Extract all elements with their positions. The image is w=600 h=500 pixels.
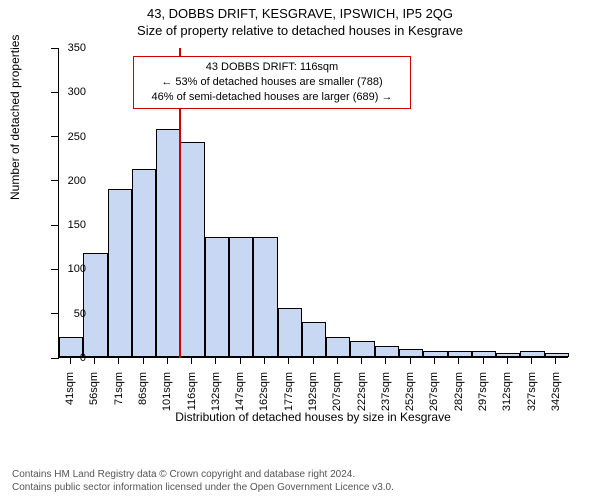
x-tick <box>531 358 532 364</box>
x-tick-label: 41sqm <box>64 372 76 422</box>
bar <box>108 189 132 357</box>
x-tick <box>215 358 216 364</box>
x-tick-label: 267sqm <box>428 372 440 422</box>
x-tick <box>361 358 362 364</box>
info-line-2: ← 53% of detached houses are smaller (78… <box>140 75 404 90</box>
bar <box>326 337 350 357</box>
x-tick <box>434 358 435 364</box>
plot-wrap: 43 DOBBS DRIFT: 116sqm← 53% of detached … <box>58 48 568 400</box>
x-tick <box>167 358 168 364</box>
y-axis-label: Number of detached properties <box>8 35 22 200</box>
bar <box>180 142 204 357</box>
x-tick-label: 71sqm <box>113 372 125 422</box>
bar <box>278 308 302 357</box>
bar <box>132 169 156 357</box>
bar <box>253 237 277 357</box>
info-line-1: 43 DOBBS DRIFT: 116sqm <box>140 60 404 75</box>
y-tick-label: 100 <box>50 263 86 275</box>
info-line-3: 46% of semi-detached houses are larger (… <box>140 90 404 105</box>
x-tick <box>555 358 556 364</box>
plot-area: 43 DOBBS DRIFT: 116sqm← 53% of detached … <box>58 48 568 358</box>
x-tick-label: 207sqm <box>331 372 343 422</box>
bar <box>229 237 253 357</box>
x-tick <box>410 358 411 364</box>
x-tick <box>313 358 314 364</box>
bar <box>496 353 520 357</box>
x-tick <box>143 358 144 364</box>
bar <box>399 349 423 357</box>
bar <box>350 341 374 357</box>
x-tick-label: 147sqm <box>234 372 246 422</box>
bar <box>302 322 326 357</box>
chart-container: 43, DOBBS DRIFT, KESGRAVE, IPSWICH, IP5 … <box>0 0 600 500</box>
x-tick <box>385 358 386 364</box>
x-tick-label: 86sqm <box>137 372 149 422</box>
x-tick-label: 327sqm <box>526 372 538 422</box>
x-tick <box>483 358 484 364</box>
x-tick <box>507 358 508 364</box>
x-tick-label: 132sqm <box>210 372 222 422</box>
bar <box>205 237 229 357</box>
x-tick-label: 56sqm <box>88 372 100 422</box>
x-tick <box>458 358 459 364</box>
footer-line-2: Contains public sector information licen… <box>12 482 394 495</box>
bar <box>83 253 107 358</box>
x-tick <box>94 358 95 364</box>
bar <box>156 129 180 357</box>
x-tick-label: 222sqm <box>356 372 368 422</box>
x-tick-label: 237sqm <box>380 372 392 422</box>
x-tick <box>191 358 192 364</box>
x-tick-label: 252sqm <box>404 372 416 422</box>
x-tick-label: 192sqm <box>307 372 319 422</box>
x-tick-label: 177sqm <box>283 372 295 422</box>
y-tick-label: 50 <box>50 308 86 320</box>
y-tick-label: 250 <box>50 131 86 143</box>
chart-title-address: 43, DOBBS DRIFT, KESGRAVE, IPSWICH, IP5 … <box>0 0 600 21</box>
y-tick-label: 350 <box>50 42 86 54</box>
y-tick-label: 300 <box>50 86 86 98</box>
bar <box>423 351 447 357</box>
x-tick <box>288 358 289 364</box>
x-tick-label: 162sqm <box>258 372 270 422</box>
y-tick-label: 200 <box>50 175 86 187</box>
bar <box>472 351 496 357</box>
info-box: 43 DOBBS DRIFT: 116sqm← 53% of detached … <box>133 56 411 109</box>
x-tick-label: 342sqm <box>550 372 562 422</box>
x-tick-label: 282sqm <box>453 372 465 422</box>
footer-line-1: Contains HM Land Registry data © Crown c… <box>12 469 394 482</box>
bar <box>545 353 569 357</box>
chart-subtitle: Size of property relative to detached ho… <box>0 21 600 38</box>
x-tick <box>337 358 338 364</box>
footer-attribution: Contains HM Land Registry data © Crown c… <box>12 469 394 494</box>
y-tick-label: 150 <box>50 219 86 231</box>
x-tick-label: 312sqm <box>501 372 513 422</box>
x-tick-label: 297sqm <box>477 372 489 422</box>
x-tick-label: 116sqm <box>186 372 198 422</box>
x-tick-label: 101sqm <box>161 372 173 422</box>
x-tick <box>240 358 241 364</box>
bar <box>520 351 544 357</box>
x-tick <box>118 358 119 364</box>
bar <box>448 351 472 357</box>
y-tick-label: 0 <box>50 352 86 364</box>
x-tick <box>264 358 265 364</box>
bar <box>375 346 399 357</box>
